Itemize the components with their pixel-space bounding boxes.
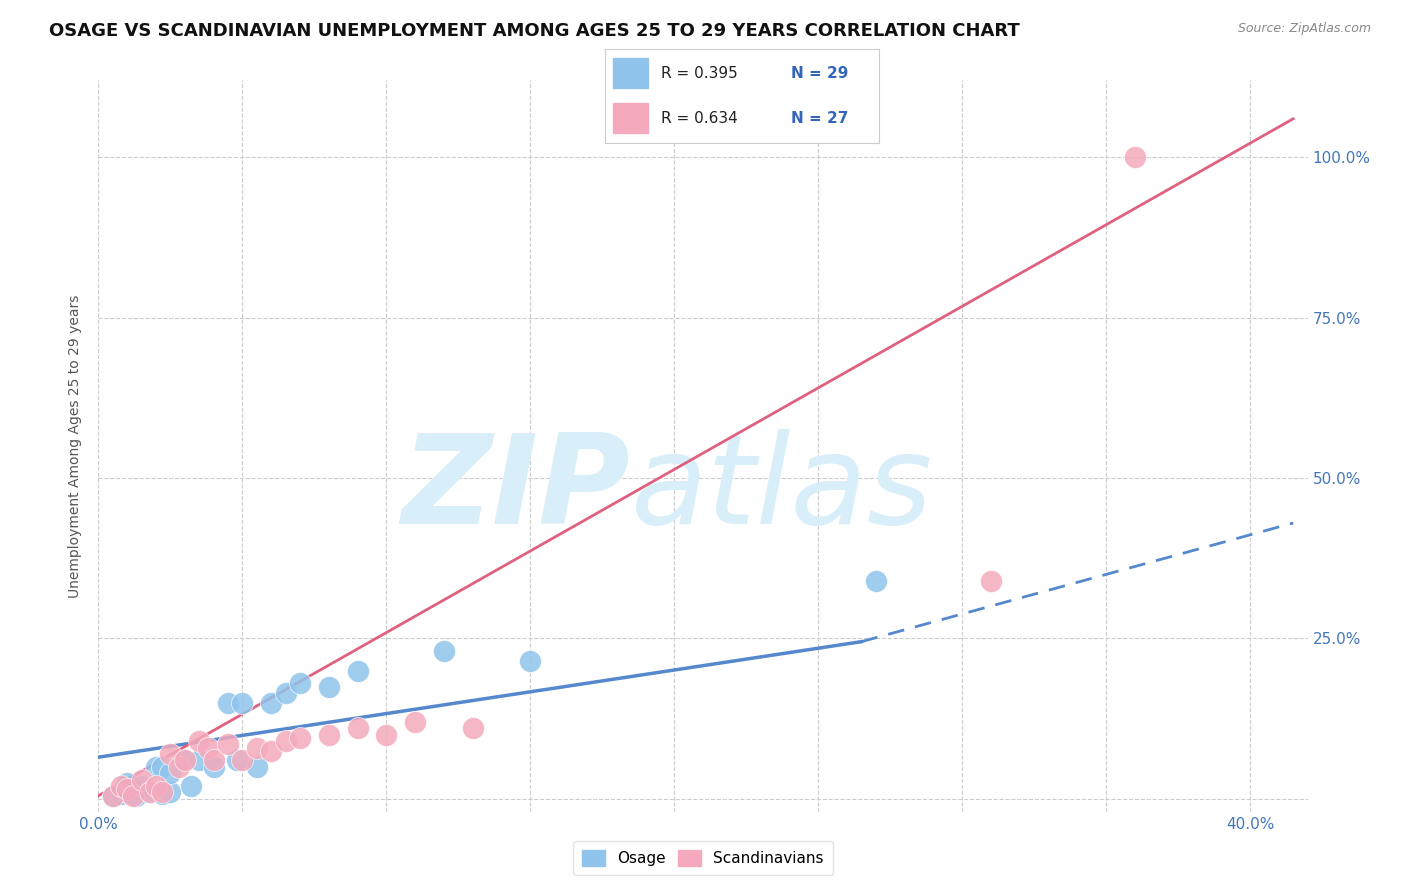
Point: [980, 574, 1002, 588]
Point: [461, 721, 484, 735]
Text: ZIP: ZIP: [402, 429, 630, 550]
Point: [131, 772, 153, 787]
Point: [246, 760, 269, 774]
Point: [159, 747, 181, 761]
Point: [318, 680, 340, 694]
Point: [404, 714, 426, 729]
Point: [173, 753, 195, 767]
Point: [231, 696, 253, 710]
Point: [288, 676, 311, 690]
Point: [125, 789, 148, 803]
Point: [139, 785, 162, 799]
Point: [115, 782, 138, 797]
Point: [101, 789, 124, 803]
Text: N = 29: N = 29: [792, 66, 848, 81]
Point: [110, 787, 132, 801]
Point: [274, 734, 297, 748]
Point: [865, 574, 887, 588]
Point: [115, 785, 138, 799]
Text: N = 27: N = 27: [792, 111, 848, 126]
Point: [145, 760, 167, 774]
Bar: [613, 59, 648, 88]
Point: [225, 753, 247, 767]
Point: [318, 728, 340, 742]
Point: [433, 644, 456, 658]
Point: [180, 779, 202, 793]
Point: [139, 785, 162, 799]
Point: [217, 737, 239, 751]
Point: [519, 654, 541, 668]
Point: [122, 789, 145, 803]
Point: [150, 787, 173, 801]
Point: [150, 785, 173, 799]
Point: [101, 789, 124, 803]
Point: [202, 753, 225, 767]
Point: [346, 664, 368, 678]
Point: [110, 779, 132, 793]
Point: [246, 740, 269, 755]
Y-axis label: Unemployment Among Ages 25 to 29 years: Unemployment Among Ages 25 to 29 years: [69, 294, 83, 598]
Point: [122, 782, 145, 797]
Text: R = 0.395: R = 0.395: [661, 66, 738, 81]
Point: [159, 785, 181, 799]
Legend: Osage, Scandinavians: Osage, Scandinavians: [574, 841, 832, 875]
Point: [188, 753, 211, 767]
Point: [173, 753, 195, 767]
Point: [274, 686, 297, 700]
Point: [231, 753, 253, 767]
Text: R = 0.634: R = 0.634: [661, 111, 738, 126]
Text: OSAGE VS SCANDINAVIAN UNEMPLOYMENT AMONG AGES 25 TO 29 YEARS CORRELATION CHART: OSAGE VS SCANDINAVIAN UNEMPLOYMENT AMONG…: [49, 22, 1019, 40]
Point: [188, 734, 211, 748]
Point: [202, 760, 225, 774]
Point: [159, 766, 181, 780]
Point: [1123, 150, 1146, 164]
Point: [260, 696, 283, 710]
Point: [346, 721, 368, 735]
Point: [131, 779, 153, 793]
Point: [288, 731, 311, 745]
Point: [150, 760, 173, 774]
Point: [115, 776, 138, 790]
Text: atlas: atlas: [630, 429, 932, 550]
Text: Source: ZipAtlas.com: Source: ZipAtlas.com: [1237, 22, 1371, 36]
Point: [375, 728, 398, 742]
Bar: [613, 103, 648, 134]
Point: [167, 760, 190, 774]
Point: [197, 740, 219, 755]
Point: [217, 696, 239, 710]
Point: [260, 744, 283, 758]
Point: [145, 779, 167, 793]
